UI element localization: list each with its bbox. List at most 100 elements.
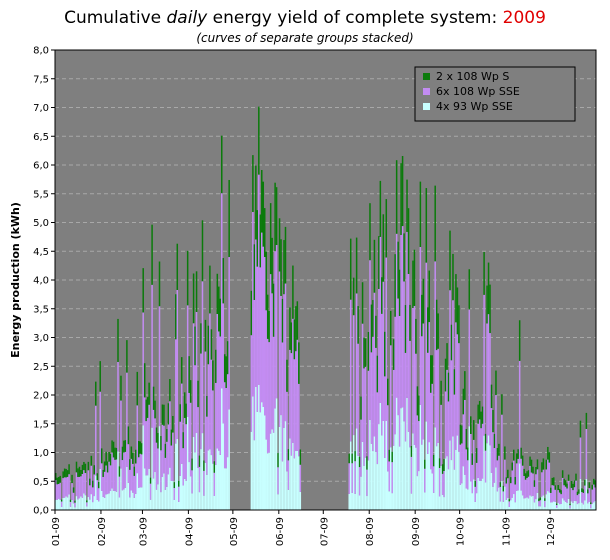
bar-segment	[547, 459, 549, 492]
bar-segment	[527, 470, 530, 477]
bar-segment	[536, 469, 539, 493]
bar-segment	[478, 400, 481, 420]
bar-segment	[167, 474, 170, 510]
bar-segment	[146, 417, 149, 476]
bar-segment	[526, 478, 528, 498]
plot-border	[54, 49, 597, 511]
y-tick-label: 5,0	[33, 218, 49, 229]
bar-segment	[80, 476, 82, 497]
bar-segment	[106, 461, 109, 473]
bar-segment	[378, 424, 380, 510]
bar-segment	[532, 473, 534, 496]
bar-segment	[548, 452, 551, 463]
bar-segment	[449, 440, 451, 510]
bar-segment	[155, 427, 158, 443]
bar-segment	[130, 458, 133, 491]
bar-segment	[72, 492, 75, 504]
bar-segment	[127, 482, 130, 510]
bar-segment	[498, 487, 500, 510]
bar-segment	[100, 448, 103, 464]
bar-segment	[361, 441, 364, 510]
bar-segment	[355, 293, 358, 429]
x-tick-label: 10-09	[456, 517, 467, 546]
bar-segment	[561, 498, 564, 510]
bar-segment	[429, 392, 432, 470]
bar-segment	[409, 304, 411, 341]
bar-segment	[555, 503, 558, 505]
bar-segment	[575, 480, 577, 502]
bar-segment	[201, 433, 204, 510]
bar-segment	[72, 487, 75, 493]
bar-segment	[582, 492, 585, 505]
bar-segment	[404, 352, 407, 442]
bar-segment	[135, 449, 137, 464]
bar-segment	[584, 479, 586, 486]
bar-segment	[259, 267, 262, 413]
bar-segment	[169, 401, 171, 468]
bar-segment	[461, 425, 463, 444]
bar-segment	[272, 336, 275, 433]
bar-segment	[114, 490, 116, 510]
bar-segment	[89, 499, 91, 510]
bar-segment	[455, 274, 457, 323]
bar-segment	[486, 443, 488, 510]
bar-segment	[573, 487, 576, 501]
x-tick-label: 09-09	[411, 517, 422, 546]
bar-segment	[483, 435, 485, 510]
bar-segment	[299, 449, 302, 465]
bar-segment	[163, 425, 165, 474]
bar-segment	[274, 182, 276, 252]
bar-segment	[502, 491, 505, 502]
bar-segment	[287, 460, 290, 490]
bar-segment	[178, 501, 180, 510]
bar-segment	[567, 480, 570, 499]
bar-segment	[373, 239, 376, 293]
bar-segment	[151, 427, 153, 510]
bar-segment	[486, 285, 488, 324]
bar-segment	[143, 397, 146, 469]
bar-segment	[357, 343, 359, 456]
bar-segment	[372, 336, 374, 452]
bar-segment	[102, 496, 104, 510]
bar-segment	[385, 199, 388, 258]
bar-segment	[376, 355, 379, 393]
bar-segment	[557, 485, 559, 491]
bar-segment	[428, 442, 431, 510]
bar-segment	[406, 231, 408, 398]
bar-segment	[529, 456, 531, 466]
bar-segment	[265, 439, 267, 510]
bar-segment	[100, 463, 103, 491]
bar-segment	[255, 386, 257, 510]
bar-segment	[80, 469, 82, 477]
bar-segment	[379, 402, 382, 510]
bar-segment	[348, 463, 350, 494]
bar-segment	[295, 351, 297, 451]
bar-segment	[66, 497, 69, 510]
bar-segment	[299, 464, 302, 492]
bar-segment	[418, 395, 420, 422]
bar-segment	[274, 251, 276, 409]
bar-segment	[499, 501, 502, 510]
bar-segment	[398, 316, 401, 447]
bar-segment	[250, 290, 253, 336]
bar-segment	[470, 416, 472, 434]
bar-segment	[90, 494, 93, 510]
bar-segment	[263, 415, 266, 510]
bar-segment	[117, 361, 119, 452]
bar-segment	[348, 453, 350, 464]
bar-segment	[126, 340, 128, 373]
bar-segment	[422, 278, 425, 324]
bar-segment	[253, 299, 256, 441]
bar-segment	[536, 492, 539, 510]
bar-segment	[481, 406, 484, 424]
bar-segment	[422, 439, 425, 510]
bar-segment	[560, 503, 562, 510]
bar-segment	[443, 497, 445, 510]
bar-segment	[263, 257, 266, 416]
y-tick-label: 2,0	[33, 391, 49, 402]
x-tick-label: 11-09	[502, 517, 513, 546]
bar-segment	[71, 499, 73, 510]
bar-segment	[573, 500, 576, 510]
bar-segment	[437, 313, 439, 349]
